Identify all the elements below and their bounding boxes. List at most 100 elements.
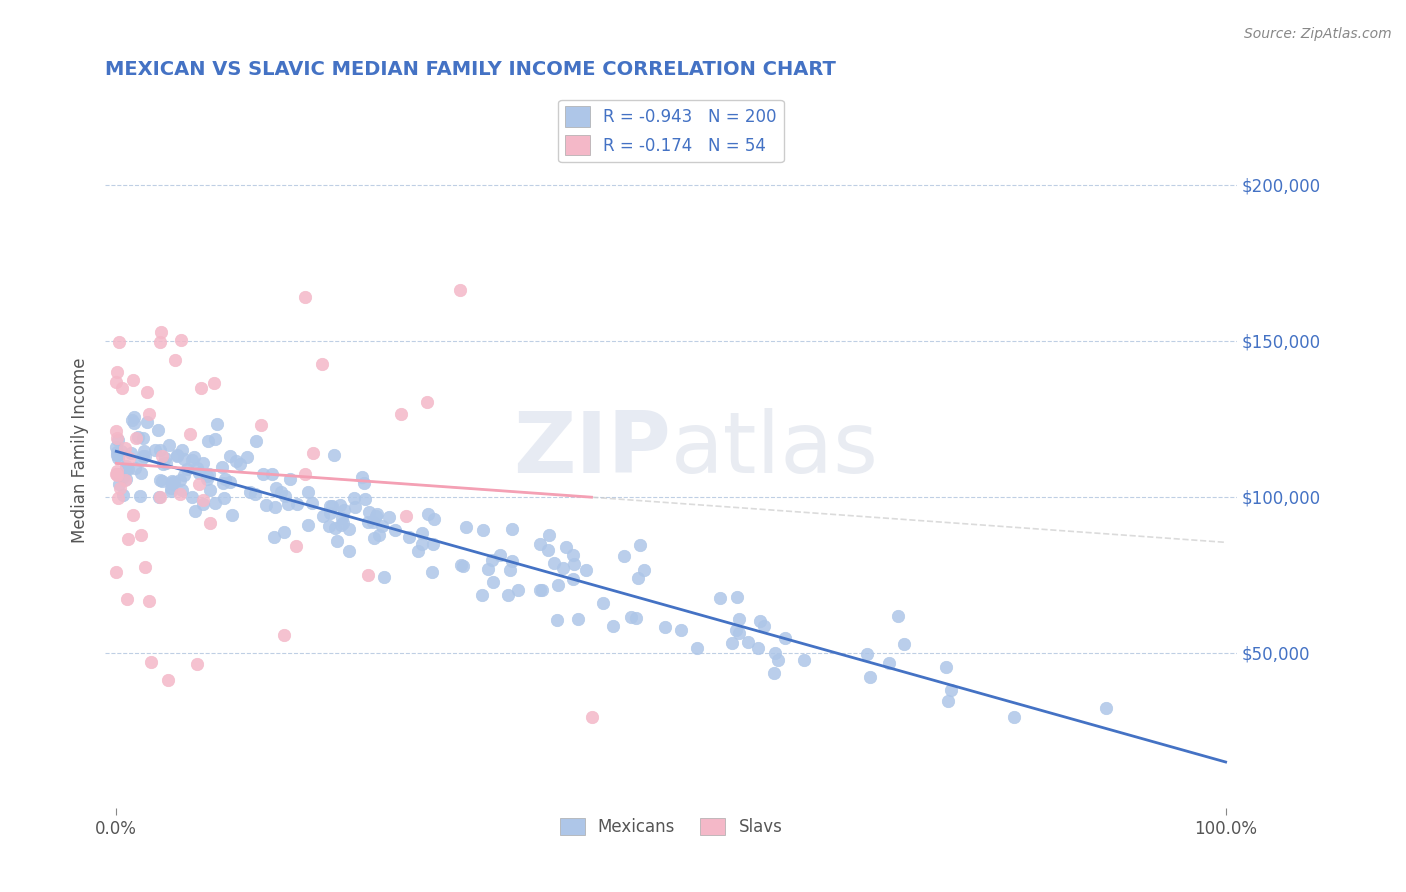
Point (581, 710, 603, 724)
Point (236, 450, 259, 465)
Point (105, 467, 128, 482)
Point (936, 694, 959, 708)
Point (416, 507, 439, 521)
Point (148, 473, 170, 487)
Point (763, 666, 786, 681)
Point (553, 561, 575, 575)
Point (249, 418, 271, 433)
Point (132, 443, 155, 458)
Point (294, 290, 316, 304)
Point (592, 596, 614, 610)
Point (202, 376, 225, 391)
Point (112, 488, 135, 502)
Point (172, 443, 194, 458)
Point (173, 467, 195, 482)
Point (529, 537, 551, 551)
Point (471, 588, 494, 602)
Point (285, 497, 308, 511)
Point (260, 467, 283, 481)
Point (179, 427, 201, 442)
Point (449, 283, 471, 297)
Point (546, 613, 568, 627)
Point (893, 637, 915, 651)
Point (575, 563, 598, 577)
Point (139, 655, 162, 669)
Point (939, 683, 962, 698)
Point (124, 461, 146, 475)
Point (318, 519, 340, 533)
Point (125, 431, 148, 445)
Point (749, 614, 772, 628)
Point (105, 424, 128, 438)
Point (166, 448, 188, 462)
Point (195, 472, 218, 486)
Point (793, 653, 815, 667)
Point (218, 450, 240, 464)
Point (121, 508, 143, 522)
Point (159, 481, 181, 495)
Point (198, 483, 221, 497)
Point (361, 515, 384, 529)
Point (398, 530, 420, 544)
Point (149, 442, 172, 457)
Point (406, 544, 429, 558)
Point (301, 496, 323, 510)
Point (191, 492, 214, 507)
Point (169, 473, 191, 487)
Point (274, 489, 297, 503)
Point (111, 381, 134, 395)
Point (153, 451, 176, 466)
Point (389, 408, 412, 422)
Point (204, 433, 226, 447)
Point (278, 472, 301, 486)
Point (115, 473, 138, 487)
Point (633, 563, 655, 577)
Point (450, 558, 472, 573)
Point (501, 522, 523, 536)
Point (200, 516, 222, 530)
Point (333, 503, 356, 517)
Point (214, 472, 236, 486)
Point (184, 504, 207, 518)
Point (107, 433, 129, 447)
Point (166, 449, 188, 463)
Point (198, 467, 221, 481)
Point (105, 365, 128, 379)
Point (686, 641, 709, 656)
Point (211, 459, 233, 474)
Point (482, 575, 505, 590)
Point (190, 381, 212, 395)
Point (420, 565, 443, 579)
Point (150, 474, 173, 488)
Point (264, 500, 287, 514)
Point (221, 508, 243, 523)
Point (264, 481, 287, 495)
Point (506, 582, 529, 597)
Point (353, 476, 375, 491)
Point (297, 485, 319, 500)
Point (138, 407, 160, 421)
Point (501, 554, 523, 568)
Point (602, 619, 624, 633)
Point (115, 462, 138, 476)
Point (477, 562, 499, 576)
Point (105, 566, 128, 580)
Y-axis label: Median Family Income: Median Family Income (72, 357, 89, 542)
Point (263, 530, 285, 544)
Point (628, 538, 651, 552)
Point (366, 507, 388, 521)
Point (529, 582, 551, 597)
Point (117, 532, 139, 546)
Point (205, 417, 228, 432)
Point (384, 523, 406, 537)
Point (728, 612, 751, 626)
Point (114, 459, 136, 474)
Point (499, 563, 522, 577)
Text: atlas: atlas (671, 409, 879, 491)
Point (195, 468, 218, 483)
Point (107, 491, 129, 506)
Point (150, 449, 173, 463)
Point (180, 453, 202, 467)
Point (124, 410, 146, 425)
Point (285, 540, 308, 554)
